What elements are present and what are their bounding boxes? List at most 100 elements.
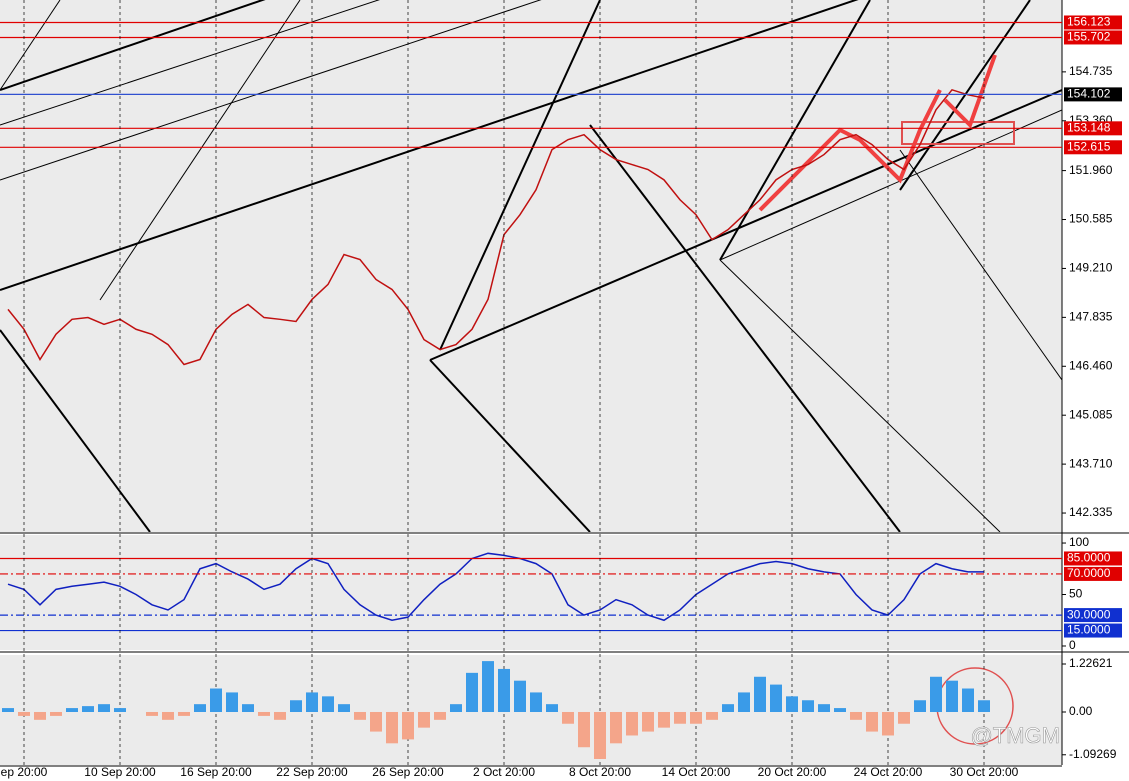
- histogram-bar: [354, 711, 366, 720]
- x-tick-label: 22 Sep 20:00: [276, 765, 348, 779]
- histogram-bar: [898, 711, 910, 724]
- histogram-bar: [690, 711, 702, 724]
- histogram-bar: [962, 688, 974, 712]
- histogram-bar: [434, 711, 446, 720]
- level-label: 70.0000: [1067, 566, 1111, 580]
- histogram-bar: [802, 700, 814, 712]
- histogram-bar: [610, 711, 622, 744]
- histogram-bar: [386, 711, 398, 744]
- drawing-tools: [0, 0, 1062, 532]
- x-tick-label: 16 Sep 20:00: [180, 765, 252, 779]
- histogram-bar: [290, 700, 302, 712]
- histogram-bar: [738, 692, 750, 712]
- x-tick-label: 2 Oct 20:00: [473, 765, 535, 779]
- x-tick-label: ep 20:00: [1, 765, 48, 779]
- level-tag: [1064, 566, 1122, 581]
- histogram-bar: [562, 711, 574, 724]
- x-tick-label: 26 Sep 20:00: [372, 765, 444, 779]
- level-label: 154.102: [1067, 87, 1111, 101]
- histogram-bar: [978, 700, 990, 712]
- histogram-bar: [306, 692, 318, 712]
- histogram-bar: [834, 708, 846, 712]
- level-tag: [1064, 608, 1122, 623]
- projection-arrow: [758, 89, 942, 212]
- level-label: 152.615: [1067, 139, 1111, 153]
- level-label: 155.702: [1067, 30, 1111, 44]
- histogram-bar: [338, 704, 350, 712]
- series-line: [7, 552, 984, 622]
- histogram-bar: [2, 708, 14, 712]
- series-layer: [7, 552, 984, 622]
- y-tick-label: 154.735: [1069, 64, 1113, 78]
- histogram-bar: [226, 692, 238, 712]
- level-tag: [1064, 140, 1122, 155]
- level-label: 15.0000: [1067, 623, 1111, 637]
- histogram-bar: [706, 711, 718, 720]
- y-tick-label: 0.00: [1069, 704, 1093, 718]
- histogram-bar: [258, 711, 270, 716]
- histogram-bar: [370, 711, 382, 732]
- series-line: [7, 88, 985, 366]
- histogram-bar: [770, 684, 782, 712]
- histogram-bar: [194, 704, 206, 712]
- level-label: 153.148: [1067, 121, 1111, 135]
- watermark: @TMGM: [970, 723, 1060, 748]
- histogram-bar: [946, 680, 958, 712]
- histogram-bar: [546, 704, 558, 712]
- histogram-bar: [162, 711, 174, 720]
- histogram-bar: [50, 711, 62, 716]
- x-tick-label: 10 Sep 20:00: [84, 765, 156, 779]
- histogram-bar: [514, 680, 526, 712]
- histogram-bar: [914, 700, 926, 712]
- histogram-bar: [930, 676, 942, 712]
- level-tag: [1064, 623, 1122, 638]
- histogram-bar: [34, 711, 46, 720]
- histogram-bar: [146, 711, 158, 716]
- histogram-bar: [210, 688, 222, 712]
- histogram-bar: [786, 696, 798, 712]
- histogram-bar: [274, 711, 286, 720]
- histogram-bar: [322, 696, 334, 712]
- level-tag: [1064, 15, 1122, 30]
- level-tag: [1064, 87, 1122, 102]
- y-tick-label: 147.835: [1069, 310, 1113, 324]
- series-layer: [7, 88, 985, 366]
- histogram-bar: [450, 704, 462, 712]
- histogram-bar: [754, 676, 766, 712]
- y-tick-label: -1.09269: [1069, 747, 1117, 761]
- price-panel: [0, 0, 1062, 532]
- x-tick-label: 14 Oct 20:00: [662, 765, 731, 779]
- histogram-bar: [594, 711, 606, 759]
- x-tick-label: 30 Oct 20:00: [950, 765, 1019, 779]
- x-tick-label: 24 Oct 20:00: [854, 765, 923, 779]
- histogram-bar: [18, 711, 30, 716]
- histogram-bar: [658, 711, 670, 728]
- histogram-bar: [466, 672, 478, 712]
- highlight-box: [901, 121, 1015, 145]
- histogram-bar: [642, 711, 654, 732]
- level-label: 30.0000: [1067, 607, 1111, 621]
- histogram-bar: [242, 704, 254, 712]
- histogram-bar: [850, 711, 862, 720]
- projection-arrow: [943, 54, 997, 129]
- histogram-bar: [114, 708, 126, 712]
- histogram-bar: [418, 711, 430, 728]
- histogram-bar: [178, 711, 190, 716]
- y-tick-label: 100: [1069, 535, 1089, 549]
- y-tick-label: 146.460: [1069, 358, 1113, 372]
- histogram-bar: [722, 704, 734, 712]
- y-tick-label: 50: [1069, 587, 1083, 601]
- series-layer: [2, 661, 990, 759]
- y-tick-label: 142.335: [1069, 505, 1113, 519]
- level-label: 85.0000: [1067, 551, 1111, 565]
- level-tag: [1064, 121, 1122, 136]
- y-tick-label: 145.085: [1069, 407, 1113, 421]
- histogram-bar: [98, 704, 110, 712]
- histogram-bar: [402, 711, 414, 740]
- level-tag: [1064, 30, 1122, 45]
- histogram-bar: [530, 692, 542, 712]
- x-tick-label: 20 Oct 20:00: [758, 765, 827, 779]
- x-tick-label: 8 Oct 20:00: [569, 765, 631, 779]
